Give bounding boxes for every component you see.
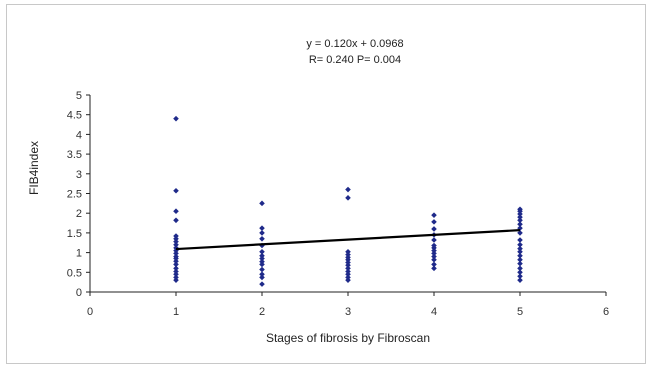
data-point [259, 230, 265, 236]
x-tick-label: 4 [431, 306, 437, 318]
data-point [517, 260, 523, 267]
data-point [517, 214, 523, 220]
data-point [259, 261, 265, 268]
data-point [173, 208, 179, 215]
y-tick-label: 4.5 [67, 110, 82, 122]
trendline [175, 229, 521, 251]
y-tick-label: 3.5 [67, 149, 82, 161]
data-point [345, 271, 351, 278]
data-point [431, 250, 437, 257]
data-point [517, 265, 523, 272]
data-point [431, 256, 437, 263]
data-point [345, 195, 351, 201]
data-point [259, 271, 265, 278]
data-point [259, 200, 265, 207]
y-tick-label: 0 [76, 287, 82, 299]
x-tick-label: 5 [517, 306, 523, 318]
data-point [431, 253, 437, 260]
data-point [259, 225, 265, 231]
data-point [345, 277, 351, 283]
data-point [173, 187, 179, 194]
data-point [431, 237, 437, 243]
data-point [259, 266, 265, 273]
data-point [173, 277, 179, 283]
x-tick-label: 0 [87, 306, 93, 318]
data-point [517, 269, 523, 276]
data-point [517, 256, 523, 263]
data-point [173, 238, 179, 245]
y-tick-label: 3 [76, 169, 82, 181]
y-tick-label: 2 [76, 208, 82, 220]
data-point [431, 212, 437, 218]
regression-stats: R= 0.240 P= 0.004 [309, 54, 401, 66]
y-tick-label: 5 [76, 90, 82, 102]
data-point [259, 274, 265, 281]
data-point [431, 265, 437, 272]
regression-equation: y = 0.120x + 0.0968 [306, 38, 403, 50]
data-point [517, 273, 523, 280]
x-tick-label: 6 [603, 306, 609, 318]
data-point [173, 258, 179, 265]
x-tick-label: 2 [259, 306, 265, 318]
data-point [517, 277, 523, 283]
data-point [517, 225, 523, 231]
y-axis-title: FIB4index [27, 141, 41, 195]
y-tick-label: 4 [76, 129, 82, 141]
data-point [173, 241, 179, 248]
data-point [173, 271, 179, 278]
data-point [431, 261, 437, 268]
chart-frame [6, 4, 646, 364]
data-point [517, 217, 523, 224]
data-point [259, 249, 265, 255]
data-point [259, 236, 265, 242]
x-tick-label: 3 [345, 306, 351, 318]
y-tick-label: 2.5 [67, 189, 82, 201]
data-point [517, 245, 523, 252]
data-point [173, 250, 179, 257]
data-point [173, 265, 179, 272]
data-point [517, 221, 523, 228]
data-point [517, 230, 523, 236]
y-tick-label: 1 [76, 248, 82, 260]
data-point [345, 262, 351, 269]
data-point [517, 211, 523, 217]
data-point [431, 219, 437, 225]
data-point [173, 115, 179, 122]
data-point [517, 237, 523, 243]
data-point [259, 281, 265, 287]
data-point [345, 186, 351, 193]
data-point [431, 226, 437, 232]
data-point [517, 249, 523, 255]
x-tick-label: 1 [173, 306, 179, 318]
x-axis-ticks: 0 1 2 3 4 5 6 [87, 292, 609, 318]
y-axis-ticks: 0 0.5 1 1.5 2 2.5 3 3.5 4 4.5 5 [67, 90, 90, 299]
x-axis-title: Stages of fibrosis by Fibroscan [266, 331, 430, 345]
data-point [517, 252, 523, 259]
data-point [345, 265, 351, 272]
data-point [517, 241, 523, 248]
data-point [173, 261, 179, 268]
y-tick-label: 0.5 [67, 267, 82, 279]
data-point [173, 217, 179, 224]
y-tick-label: 1.5 [67, 228, 82, 240]
data-points [173, 115, 523, 287]
data-point [259, 255, 265, 262]
